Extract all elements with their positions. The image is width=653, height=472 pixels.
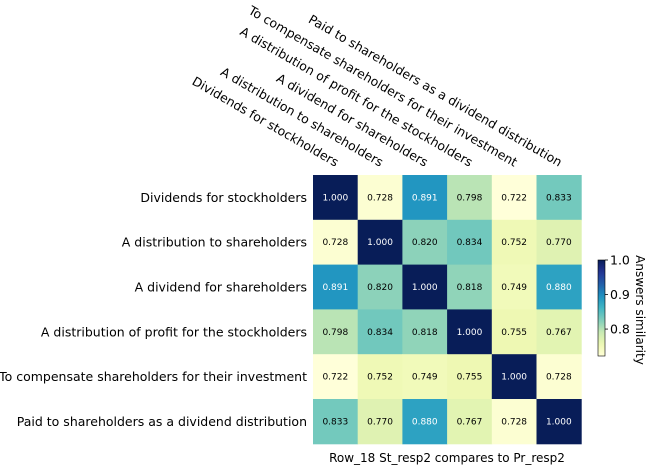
heatmap-cell <box>447 219 493 266</box>
heatmap-cell <box>313 219 359 266</box>
cell-value-label: 0.834 <box>367 328 393 338</box>
heatmap-cell <box>447 354 493 400</box>
heatmap-cell <box>536 309 582 355</box>
cell-value-label: 0.820 <box>412 238 438 248</box>
heatmap-cell <box>402 354 448 400</box>
heatmap-cell <box>491 309 537 355</box>
cell-value-label: 0.722 <box>501 193 527 203</box>
heatmap-cell <box>536 264 582 310</box>
cell-value-label: 0.728 <box>546 373 572 383</box>
row-label: A distribution of profit for the stockho… <box>41 324 307 339</box>
cell-value-label: 0.820 <box>367 283 393 293</box>
colorbar-tick-label: 0.9 <box>610 287 630 302</box>
heatmap-cell <box>402 264 448 310</box>
heatmap-cell <box>357 399 403 445</box>
cell-value-label: 0.728 <box>367 193 393 203</box>
colorbar-label: Answers similarity <box>633 255 647 365</box>
heatmap-cell <box>357 175 403 221</box>
heatmap-cell <box>357 309 403 355</box>
cell-value-label: 1.000 <box>412 283 438 293</box>
heatmap-cell <box>491 175 537 221</box>
row-label: To compensate shareholders for their inv… <box>0 369 307 384</box>
heatmap-cell <box>402 175 448 221</box>
heatmap-cells <box>313 175 582 445</box>
cell-value-label: 0.749 <box>501 283 527 293</box>
heatmap-cell <box>536 399 582 445</box>
heatmap-cell <box>491 264 537 310</box>
cell-value-label: 1.000 <box>367 238 393 248</box>
heatmap-value-labels: 1.000 0.728 0.891 0.798 0.722 0.833 0.728 1.000… <box>322 193 572 427</box>
heatmap-cell <box>536 219 582 266</box>
heatmap-cell <box>313 175 359 221</box>
cell-value-label: 0.722 <box>322 373 348 383</box>
cell-value-label: 0.834 <box>457 238 483 248</box>
cell-value-label: 0.891 <box>412 193 438 203</box>
cell-value-label: 0.833 <box>322 417 348 427</box>
cell-value-label: 1.000 <box>457 328 483 338</box>
cell-value-label: 0.755 <box>501 328 527 338</box>
row-label: A distribution to shareholders <box>122 235 307 250</box>
heatmap-cell <box>447 399 493 445</box>
row-label: Paid to shareholders as a dividend distr… <box>17 414 307 429</box>
cell-value-label: 0.767 <box>457 417 483 427</box>
heatmap-cell <box>536 354 582 400</box>
heatmap-cell <box>402 219 448 266</box>
colorbar-gradient <box>597 259 606 357</box>
cell-value-label: 0.749 <box>412 373 438 383</box>
cell-value-label: 0.755 <box>457 373 483 383</box>
cell-value-label: 0.891 <box>322 283 348 293</box>
heatmap-cell <box>536 175 582 221</box>
cell-value-label: 1.000 <box>322 193 348 203</box>
heatmap-cell <box>313 399 359 445</box>
heatmap-cell <box>357 354 403 400</box>
row-label: A dividend for shareholders <box>135 280 307 295</box>
heatmap-cell <box>491 399 537 445</box>
colorbar-tick-label: 0.8 <box>610 322 630 337</box>
cell-value-label: 0.770 <box>546 238 572 248</box>
heatmap-cell <box>313 309 359 355</box>
cell-value-label: 0.833 <box>546 193 572 203</box>
heatmap-cell <box>447 175 493 221</box>
cell-value-label: 0.752 <box>501 238 527 248</box>
heatmap-cell <box>402 309 448 355</box>
heatmap-cell <box>447 264 493 310</box>
heatmap-cell <box>357 264 403 310</box>
cell-value-label: 0.818 <box>412 328 438 338</box>
heatmap-cell <box>357 219 403 266</box>
row-label: Dividends for stockholders <box>140 190 307 205</box>
heatmap-cell <box>491 219 537 266</box>
cell-value-label: 1.000 <box>501 373 527 383</box>
heatmap-cell <box>402 399 448 445</box>
cell-value-label: 0.752 <box>367 373 393 383</box>
heatmap-cell <box>313 264 359 310</box>
cell-value-label: 0.798 <box>322 328 348 338</box>
colorbar-tick-label: 1.0 <box>610 253 630 268</box>
heatmap-cell <box>313 354 359 400</box>
cell-value-label: 0.728 <box>501 417 527 427</box>
cell-value-label: 0.770 <box>367 417 393 427</box>
heatmap-cell <box>491 354 537 400</box>
cell-value-label: 1.000 <box>546 417 572 427</box>
heatmap-cell <box>447 309 493 355</box>
x-axis-label: Row_18 St_resp2 compares to Pr_resp2 <box>329 451 565 465</box>
cell-value-label: 0.880 <box>546 283 572 293</box>
cell-value-label: 0.767 <box>546 328 572 338</box>
cell-value-label: 0.880 <box>412 417 438 427</box>
cell-value-label: 0.798 <box>457 193 483 203</box>
cell-value-label: 0.818 <box>457 283 483 293</box>
cell-value-label: 0.728 <box>322 238 348 248</box>
row-labels: Dividends for stockholders A distribution… <box>0 190 307 429</box>
colorbar: 0.8 0.9 1.0 Answers similarity <box>597 253 647 365</box>
